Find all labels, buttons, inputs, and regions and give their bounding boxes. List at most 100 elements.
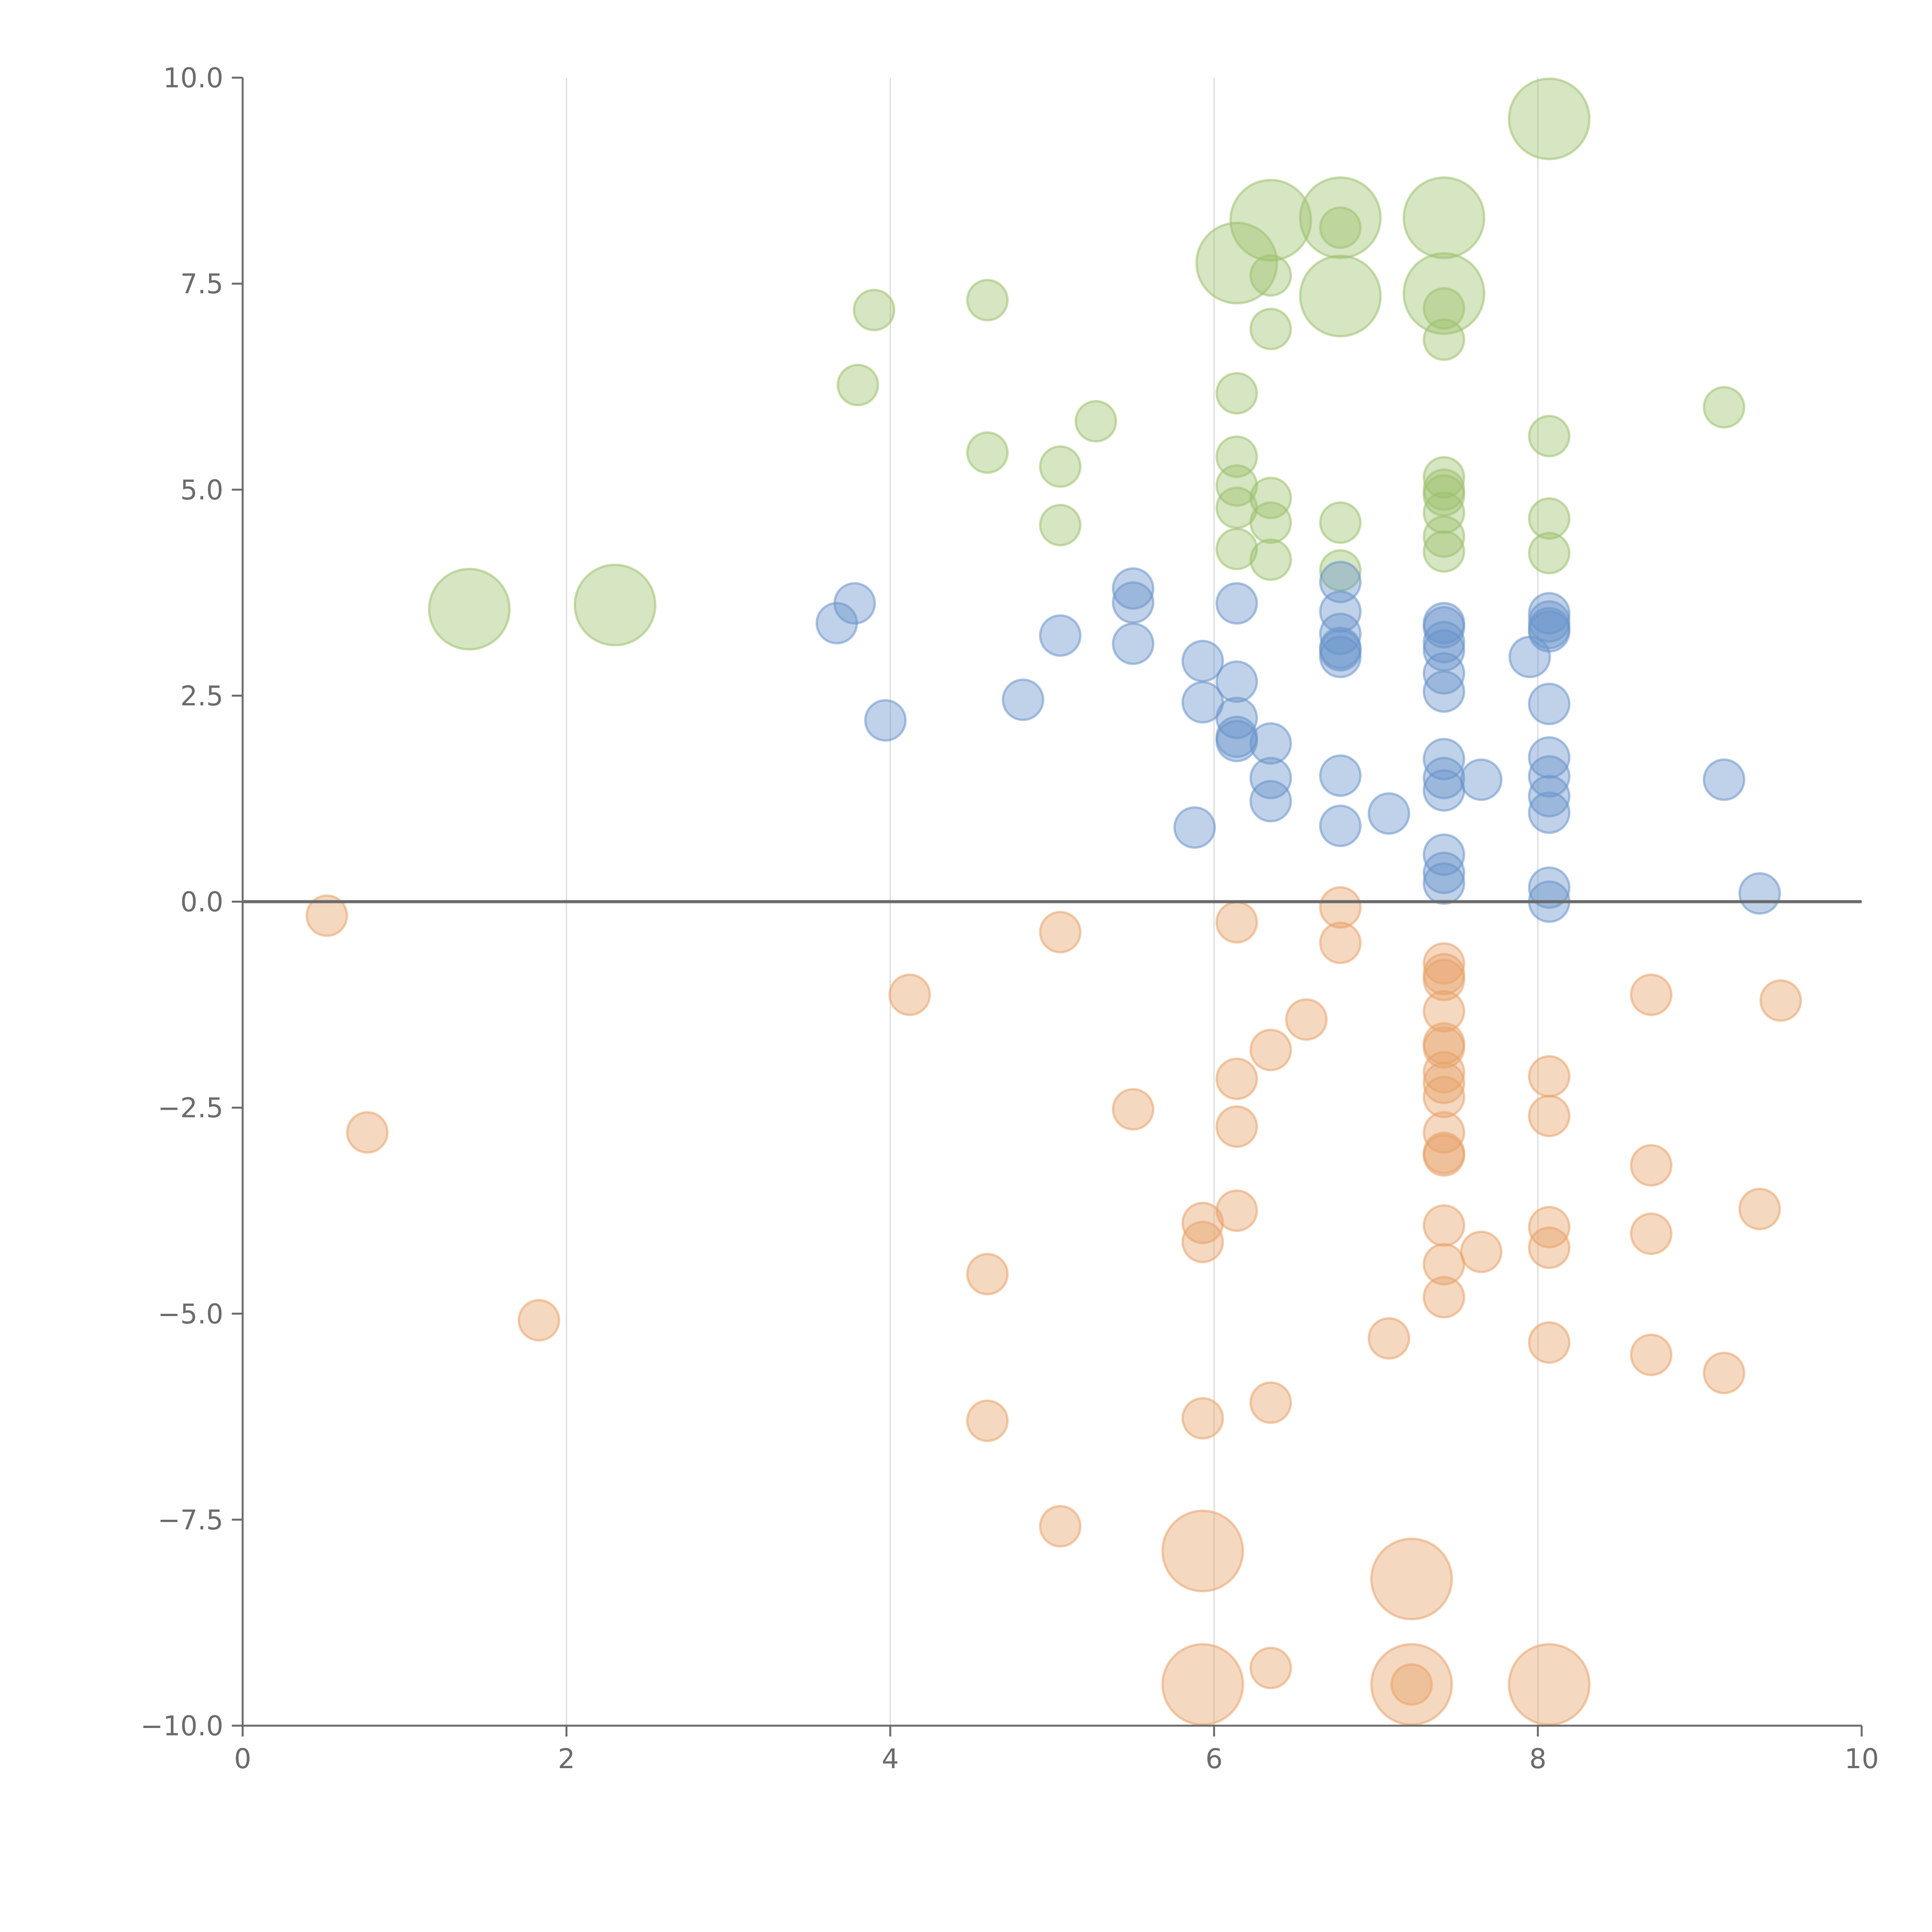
x-tick-label-10: 10 <box>1844 1743 1879 1775</box>
green-bubble-0 <box>428 568 511 651</box>
green-bubble-34 <box>1422 491 1465 534</box>
y-tick-label-7: −7.5 <box>158 1504 223 1536</box>
blue-bubble-35 <box>1422 757 1465 799</box>
blue-bubble-20 <box>1319 590 1362 633</box>
blue-bubble-16 <box>1249 722 1292 765</box>
blue-bubble-39 <box>1422 862 1465 905</box>
orange-bubble-45 <box>1528 1094 1571 1137</box>
green-bubble-4 <box>966 279 1009 321</box>
blue-bubble-5 <box>1112 567 1155 610</box>
green-bubble-37 <box>1528 415 1571 457</box>
orange-bubble-24 <box>1367 1317 1410 1360</box>
orange-bubble-20 <box>1249 1646 1292 1689</box>
orange-bubble-42 <box>1422 1276 1465 1319</box>
orange-bubble-51 <box>1630 1144 1673 1187</box>
orange-bubble-48 <box>1528 1321 1571 1364</box>
green-bubble-20 <box>1215 464 1258 507</box>
orange-bubble-21 <box>1285 998 1328 1041</box>
blue-bubble-7 <box>1112 622 1155 665</box>
green-bubble-7 <box>1039 503 1082 546</box>
green-bubble-1 <box>573 563 656 646</box>
green-bubble-8 <box>1075 400 1117 443</box>
blue-bubble-46 <box>1528 682 1571 725</box>
blue-bubble-40 <box>1460 758 1503 801</box>
orange-bubble-15 <box>1215 1057 1258 1100</box>
blue-bubble-18 <box>1249 780 1292 823</box>
y-tick-label-8: −10.0 <box>140 1710 223 1742</box>
x-tick-label-2: 2 <box>558 1743 575 1775</box>
orange-bubble-55 <box>1738 1187 1781 1230</box>
blue-bubble-36 <box>1422 769 1465 812</box>
green-bubble-17 <box>1249 308 1292 350</box>
blue-bubble-4 <box>1039 614 1082 657</box>
orange-bubble-31 <box>1422 990 1465 1033</box>
orange-bubble-35 <box>1422 1061 1465 1104</box>
orange-bubble-10 <box>1181 1221 1224 1264</box>
orange-bubble-11 <box>1181 1397 1224 1440</box>
blue-bubble-8 <box>1173 806 1216 849</box>
blue-bubble-12 <box>1215 660 1258 703</box>
green-bubble-12 <box>1299 255 1382 338</box>
blue-bubble-49 <box>1528 775 1571 818</box>
blue-bubble-3 <box>1002 679 1044 721</box>
green-bubble-18 <box>1215 372 1258 415</box>
blue-bubble-32 <box>1422 652 1465 695</box>
orange-bubble-13 <box>1161 1643 1244 1726</box>
green-bubble-25 <box>1249 538 1292 581</box>
orange-bubble-22 <box>1319 886 1362 929</box>
blue-bubble-2 <box>864 699 907 742</box>
orange-bubble-49 <box>1508 1643 1591 1726</box>
orange-bubble-23 <box>1319 922 1362 964</box>
orange-bubble-43 <box>1460 1230 1503 1273</box>
green-bubble-39 <box>1528 532 1571 575</box>
blue-bubble-37 <box>1422 833 1465 876</box>
blue-bubble-38 <box>1422 851 1465 894</box>
orange-bubble-17 <box>1215 1189 1258 1232</box>
blue-bubble-15 <box>1215 719 1258 762</box>
blue-bubble-19 <box>1319 561 1362 604</box>
green-bubble-10 <box>1229 179 1312 262</box>
blue-bubble-21 <box>1319 612 1362 655</box>
orange-bubble-16 <box>1215 1105 1258 1148</box>
blue-bubble-33 <box>1422 670 1465 713</box>
orange-bubble-50 <box>1630 973 1673 1016</box>
green-bubble-11 <box>1299 176 1382 259</box>
orange-bubble-8 <box>1112 1088 1155 1131</box>
x-tick-label-0: 0 <box>234 1743 252 1775</box>
orange-bubble-2 <box>517 1299 560 1342</box>
green-bubble-35 <box>1422 515 1465 558</box>
green-bubble-6 <box>1039 445 1082 488</box>
orange-bubble-19 <box>1249 1381 1292 1424</box>
green-bubble-30 <box>1422 318 1465 361</box>
green-bubble-24 <box>1249 501 1292 544</box>
orange-bubble-6 <box>1039 911 1082 954</box>
orange-bubble-53 <box>1630 1333 1673 1376</box>
y-tick-label-6: −5.0 <box>158 1298 223 1330</box>
green-bubble-36 <box>1422 530 1465 573</box>
x-tick-label-6: 6 <box>1206 1743 1223 1775</box>
axes: 0 2 4 6 8 10 10.0 7.5 5.0 2.5 0.0 −2.5 −5.0 −7.5 −10.0 <box>140 62 1879 1775</box>
green-bubble-40 <box>1702 386 1745 429</box>
orange-bubble-36 <box>1422 1075 1465 1118</box>
orange-bubble-34 <box>1422 1051 1465 1094</box>
orange-bubble-52 <box>1630 1212 1673 1255</box>
blue-bubble-26 <box>1319 804 1362 847</box>
green-bubble-9 <box>1195 221 1278 304</box>
blue-bubble-54 <box>1738 872 1781 915</box>
orange-bubble-5 <box>966 1399 1009 1442</box>
blue-bubble-17 <box>1249 757 1292 799</box>
orange-bubble-14 <box>1215 901 1258 944</box>
bubble-layer <box>305 77 1802 1726</box>
orange-bubble-12 <box>1161 1509 1244 1592</box>
green-bubble-22 <box>1215 527 1258 570</box>
y-tick-label-0: 10.0 <box>163 62 223 94</box>
blue-bubble-53 <box>1702 758 1745 801</box>
orange-bubble-0 <box>305 894 348 937</box>
x-tick-label-4: 4 <box>882 1743 899 1775</box>
orange-bubble-25 <box>1370 1537 1453 1621</box>
blue-bubble-51 <box>1528 866 1571 909</box>
blue-bubble-25 <box>1319 754 1362 797</box>
orange-bubble-44 <box>1528 1055 1571 1098</box>
y-tick-label-4: 0.0 <box>180 886 223 918</box>
